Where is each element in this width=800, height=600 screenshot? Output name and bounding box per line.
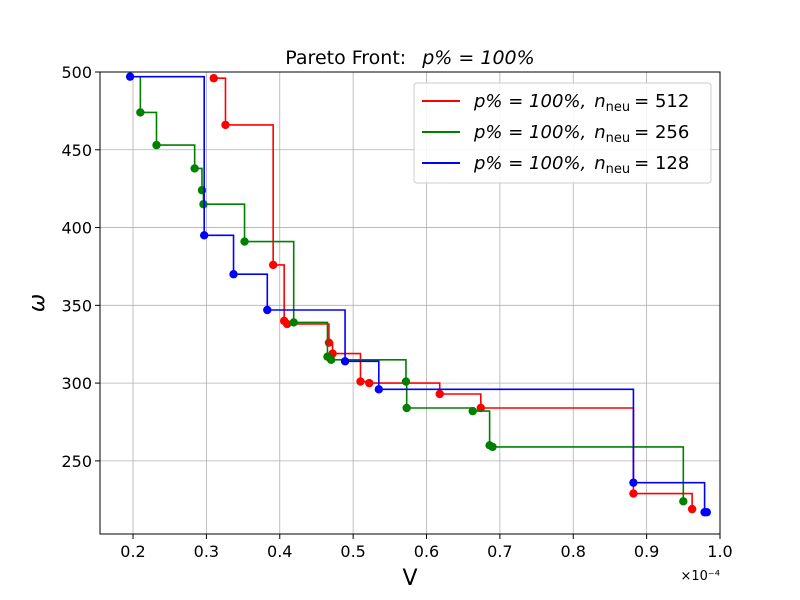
y-tick-label: 450 — [61, 141, 92, 160]
chart-title: Pareto Front: p% = 100% — [285, 47, 534, 69]
x-tick-label: 1.0 — [707, 542, 732, 561]
series-512-point — [324, 338, 334, 347]
series-256-point — [326, 355, 336, 364]
x-tick-label: 0.3 — [194, 542, 219, 561]
series-256-point — [401, 377, 411, 386]
series-128-step-line — [130, 75, 707, 514]
series-512-point — [629, 489, 638, 498]
series-512-point — [209, 74, 218, 83]
legend-label: p% = 100%, nneu = 128 — [473, 153, 689, 177]
series-layer — [125, 72, 711, 517]
series-512 — [209, 74, 697, 514]
series-512-point — [435, 389, 444, 399]
x-tick-label: 0.5 — [340, 542, 365, 561]
y-tick-label: 250 — [61, 452, 92, 471]
series-512-point — [476, 403, 486, 413]
series-256-point — [190, 164, 199, 173]
series-512-point — [221, 120, 230, 130]
series-256 — [136, 76, 688, 506]
series-128-point — [702, 508, 711, 517]
series-256-point — [488, 442, 497, 452]
plot-frame — [99, 71, 721, 535]
series-256-point — [136, 108, 145, 117]
series-512-point — [365, 378, 374, 388]
legend-box — [413, 82, 712, 184]
series-128-point — [229, 270, 238, 279]
legend-item-256: p% = 100%, nneu = 256 — [422, 122, 689, 146]
x-tick-label: 0.7 — [487, 542, 512, 561]
x-axis-label: V — [402, 566, 417, 591]
y-tick-label: 350 — [61, 296, 92, 315]
series-256-point — [240, 237, 249, 246]
series-256-point — [152, 140, 161, 150]
y-tick-label: 300 — [61, 374, 92, 393]
x-tick-label: 0.6 — [414, 542, 439, 561]
series-512-point — [282, 319, 292, 329]
x-tick-label: 0.2 — [120, 542, 145, 561]
series-512-point — [356, 377, 365, 386]
legend-label: p% = 100%, nneu = 512 — [473, 91, 689, 115]
series-256-point — [402, 403, 411, 413]
x-tick-label: 0.8 — [561, 542, 586, 561]
y-axis-label: ω — [25, 294, 50, 312]
y-tick-label: 500 — [61, 63, 92, 82]
series-128-point — [629, 478, 638, 487]
series-256-point — [289, 318, 298, 327]
series-128 — [125, 72, 711, 517]
y-tick-label: 400 — [61, 219, 92, 238]
chart-title-math: p% = 100% — [421, 47, 534, 69]
legend-label: p% = 100%, nneu = 256 — [473, 122, 689, 146]
series-512-point — [268, 260, 278, 270]
legend-item-512: p% = 100%, nneu = 512 — [422, 91, 689, 115]
series-128-point — [199, 231, 209, 240]
x-tick-label: 0.4 — [267, 542, 292, 561]
series-128-point — [374, 385, 384, 394]
ticks: 0.2 0.3 0.4 0.5 0.6 0.7 0.8 0.9 1.0 250 300 350 400 4… — [61, 63, 732, 561]
legend-item-128: p% = 100%, nneu = 128 — [422, 153, 689, 177]
chart-title-prefix: Pareto Front: — [285, 47, 406, 69]
legend: p% = 100%, nneu = 512 p% = 100%, nneu = 256 p%… — [413, 82, 712, 184]
series-128-point — [340, 357, 350, 366]
series-128-point — [125, 72, 135, 81]
series-128-point — [263, 305, 272, 315]
series-256-point — [468, 406, 477, 416]
x-tick-label: 0.9 — [634, 542, 659, 561]
x-axis-scale-label: ×10⁻⁴ — [680, 569, 720, 584]
series-512-point — [687, 504, 697, 514]
series-256-point — [679, 497, 688, 506]
